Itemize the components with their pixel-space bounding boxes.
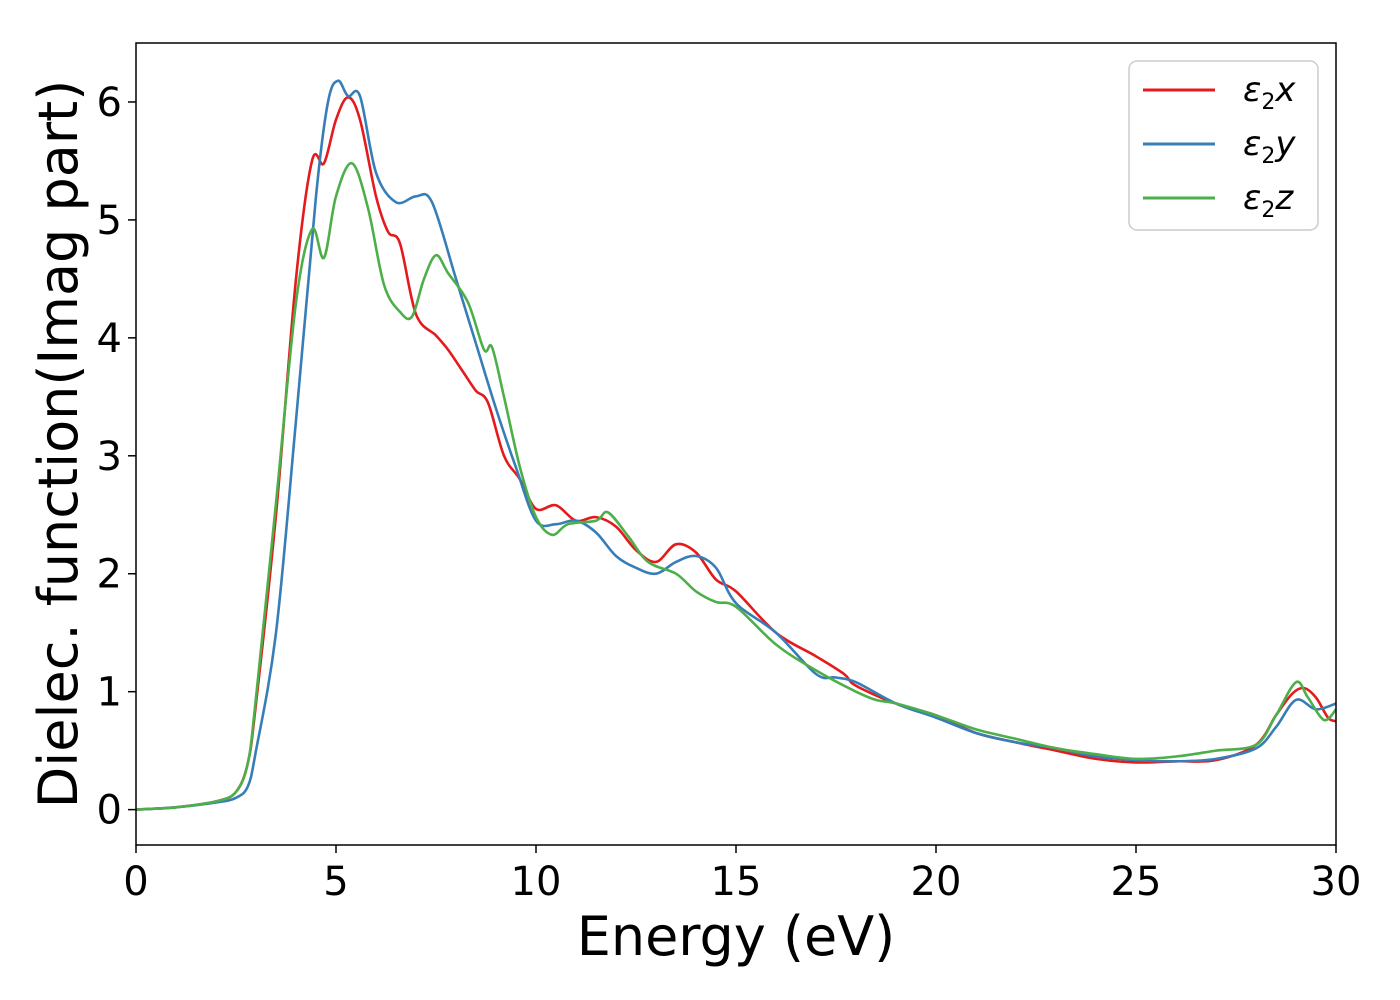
x-tick-label: 5	[323, 859, 348, 905]
y-tick-label: 3	[97, 434, 122, 480]
x-axis-ticks: 0 5 10 15 20 25 30	[123, 845, 1361, 905]
legend-label-eps2-z: ε2z	[1243, 178, 1294, 223]
legend-label-subscript: 2	[1261, 198, 1275, 223]
x-tick-label: 25	[1111, 859, 1162, 905]
y-tick-label: 0	[97, 788, 122, 834]
y-tick-label: 6	[97, 80, 122, 126]
x-tick-label: 15	[711, 859, 762, 905]
y-tick-label: 1	[97, 670, 122, 716]
plot-lines	[136, 79, 1336, 811]
legend-label-eps2-x: ε2x	[1243, 70, 1296, 115]
x-tick-label: 20	[911, 859, 962, 905]
legend-label-base: ε	[1243, 178, 1261, 218]
x-tick-label: 10	[511, 859, 562, 905]
y-tick-label: 5	[97, 198, 122, 244]
legend-box	[1128, 60, 1319, 231]
legend-label-axis: y	[1274, 124, 1296, 164]
legend-label-axis: z	[1274, 178, 1294, 218]
y-tick-label: 2	[97, 552, 122, 598]
legend-label-base: ε	[1243, 70, 1261, 110]
x-axis-label: Energy (eV)	[577, 905, 896, 968]
y-axis-label: Dielec. function(Imag part)	[27, 80, 90, 809]
x-tick-label: 0	[123, 859, 148, 905]
y-axis-ticks: 0 1 2 3 4 5 6	[97, 80, 136, 834]
legend-label-subscript: 2	[1261, 144, 1275, 169]
y-tick-label: 4	[97, 316, 122, 362]
x-tick-label: 30	[1311, 859, 1362, 905]
series-line-eps2-z	[136, 162, 1336, 811]
legend-label-eps2-y: ε2y	[1243, 124, 1296, 169]
legend-label-axis: x	[1274, 70, 1296, 110]
legend-label-base: ε	[1243, 124, 1261, 164]
legend-label-subscript: 2	[1261, 90, 1275, 115]
